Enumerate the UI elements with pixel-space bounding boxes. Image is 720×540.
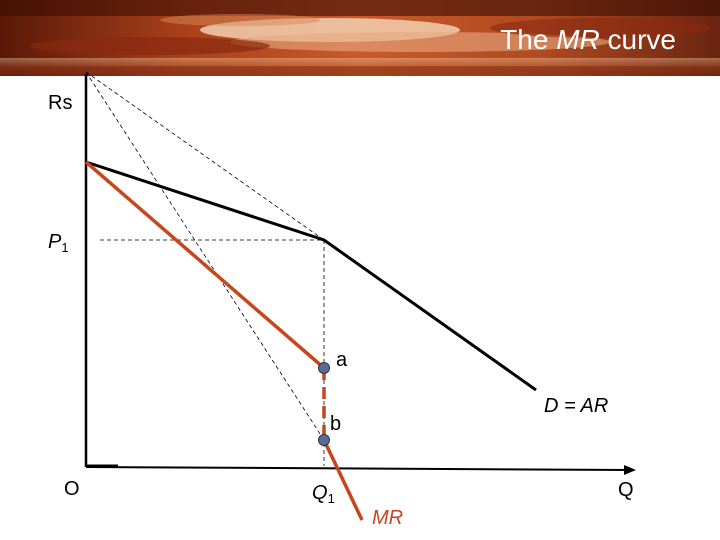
quantity-letter: Q (312, 482, 328, 504)
mr-curve-label: MR (372, 507, 403, 529)
point-b-marker (318, 434, 330, 446)
x-axis (85, 466, 631, 471)
slide-title: The MR curve (500, 24, 676, 56)
tangent-dashed-line-lower (85, 71, 325, 441)
x-axis-label: Q (618, 479, 634, 501)
point-a-marker (318, 362, 330, 374)
tangent-dashed-line-upper (85, 71, 325, 241)
x-axis-arrowhead (624, 465, 636, 475)
y-axis-label: Rs (48, 92, 72, 114)
title-post: curve (599, 24, 676, 55)
origin-label: O (64, 478, 80, 500)
quantity-label: Q1 (312, 482, 335, 506)
mr-curve-lower (322, 439, 364, 521)
demand-curve (85, 160, 537, 392)
banner-background (0, 0, 720, 76)
demand-curve-label: D = AR (544, 395, 608, 417)
price-letter: P (48, 231, 62, 253)
title-emphasis: MR (556, 24, 600, 55)
title-pre: The (500, 24, 557, 55)
price-label: P1 (48, 231, 69, 255)
mr-curve-upper (84, 160, 326, 370)
title-banner: The MR curve (0, 0, 720, 76)
quantity-subscript: 1 (328, 491, 335, 506)
point-a-label: a (336, 349, 348, 371)
point-b-label: b (330, 413, 341, 435)
price-subscript: 1 (61, 240, 68, 255)
